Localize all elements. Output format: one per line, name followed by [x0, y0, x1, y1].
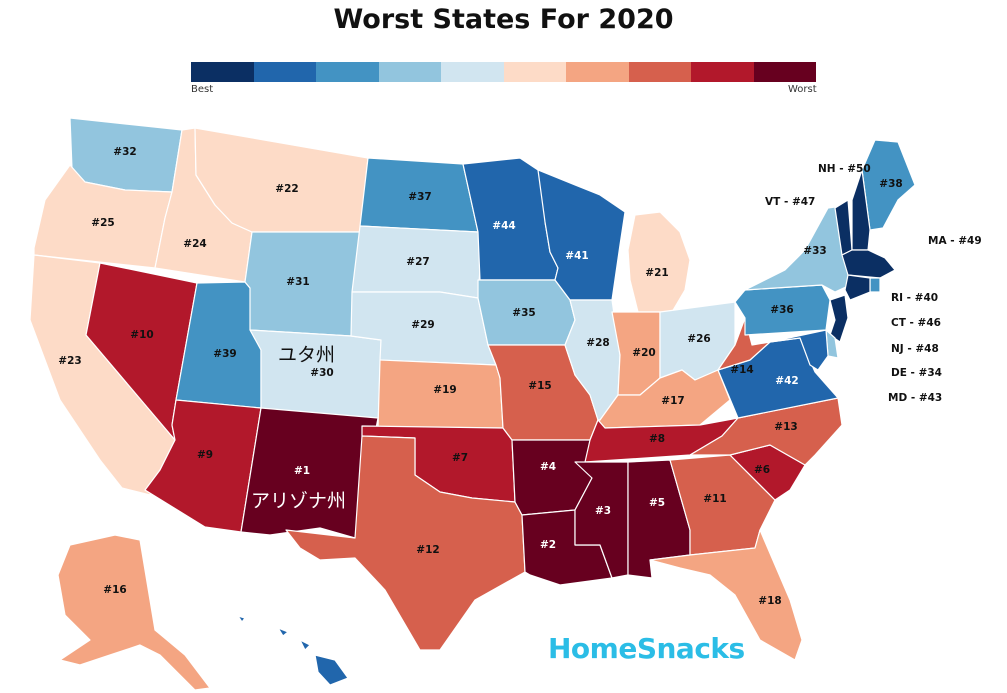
rank-label-mn: #44 [492, 220, 515, 232]
state-wv[interactable] [717, 317, 771, 371]
state-nh[interactable] [851, 169, 871, 251]
rank-label-tx: #12 [416, 544, 439, 556]
legend-swatch-9 [691, 62, 754, 82]
rank-label-ak: #16 [103, 584, 126, 596]
rank-label-az: #9 [197, 449, 213, 461]
rank-label-ny: #33 [803, 245, 826, 257]
rank-label-al: #5 [649, 497, 665, 509]
rank-label-wa: #32 [113, 146, 136, 158]
rank-label-ne: #29 [411, 319, 434, 331]
rank-label-wi: #41 [565, 250, 588, 262]
legend-swatch-3 [316, 62, 379, 82]
rank-label-nc: #13 [774, 421, 797, 433]
rank-label-co: #30 [310, 367, 333, 379]
rank-label-fl: #18 [758, 595, 781, 607]
rank-label-mo: #15 [528, 380, 551, 392]
rank-label-mt: #22 [275, 183, 298, 195]
rank-label-il: #28 [586, 337, 609, 349]
callout-label-vt: VT - #47 [765, 196, 815, 208]
legend-swatch-4 [378, 62, 441, 82]
rank-label-nm: #1 [294, 465, 310, 477]
rank-label-ks: #19 [433, 384, 456, 396]
state-me[interactable] [861, 139, 916, 231]
rank-label-la: #2 [540, 539, 556, 551]
legend-swatch-8 [628, 62, 691, 82]
rank-label-ok: #7 [452, 452, 468, 464]
rank-label-ky: #17 [661, 395, 684, 407]
callout-label-md: MD - #43 [888, 392, 942, 404]
callout-label-ct: CT - #46 [891, 317, 941, 329]
rank-label-or: #25 [91, 217, 114, 229]
rank-label-mi: #21 [645, 267, 668, 279]
rank-label-ia: #35 [512, 307, 535, 319]
rank-label-nd: #37 [408, 191, 431, 203]
rank-label-ca: #23 [58, 355, 81, 367]
legend-swatch-1 [191, 62, 254, 82]
rank-label-sd: #27 [406, 256, 429, 268]
color-legend [191, 62, 816, 82]
legend-swatch-2 [253, 62, 316, 82]
state-nj[interactable] [829, 294, 849, 343]
rank-label-id: #24 [183, 238, 206, 250]
state-fl[interactable] [649, 529, 803, 661]
state-md[interactable] [769, 329, 829, 371]
callout-label-ma: MA - #49 [928, 235, 982, 247]
arizona-japanese-label: アリゾナ州 [251, 490, 346, 512]
state-mi[interactable] [627, 211, 691, 313]
rank-label-tn: #8 [649, 433, 665, 445]
legend-swatch-5 [441, 62, 504, 82]
state-ct[interactable] [844, 274, 871, 301]
callout-label-nh: NH - #50 [818, 163, 871, 175]
rank-label-oh: #26 [687, 333, 710, 345]
rank-label-wv: #14 [730, 364, 753, 376]
rank-label-me: #38 [879, 178, 902, 190]
rank-label-hi: #45 [361, 664, 384, 676]
legend-swatch-6 [503, 62, 566, 82]
rank-label-va: #42 [775, 375, 798, 387]
legend-best-label: Best [191, 84, 214, 95]
legend-swatch-10 [753, 62, 816, 82]
utah-japanese-label: ユタ州 [278, 344, 335, 366]
state-or[interactable] [33, 164, 173, 269]
state-hi[interactable] [237, 615, 349, 686]
callout-label-de: DE - #34 [891, 367, 942, 379]
rank-label-nv: #10 [130, 329, 153, 341]
rank-label-in: #20 [632, 347, 655, 359]
legend-worst-label: Worst [788, 84, 817, 95]
rank-label-ar: #4 [540, 461, 556, 473]
rank-label-ms: #3 [595, 505, 611, 517]
callout-label-nj: NJ - #48 [891, 343, 939, 355]
rank-label-ut: #39 [213, 348, 236, 360]
rank-label-pa: #36 [770, 304, 793, 316]
map-title: Worst States For 2020 [333, 4, 674, 35]
callout-label-ri: RI - #40 [891, 292, 938, 304]
rank-label-wy: #31 [286, 276, 309, 288]
legend-swatch-7 [566, 62, 629, 82]
state-ri[interactable] [869, 277, 881, 293]
state-ma[interactable] [841, 249, 896, 279]
state-ak[interactable] [57, 534, 211, 691]
rank-label-ga: #11 [703, 493, 726, 505]
homesnacks-logo: HomeSnacks [548, 632, 745, 665]
rank-label-sc: #6 [754, 464, 770, 476]
